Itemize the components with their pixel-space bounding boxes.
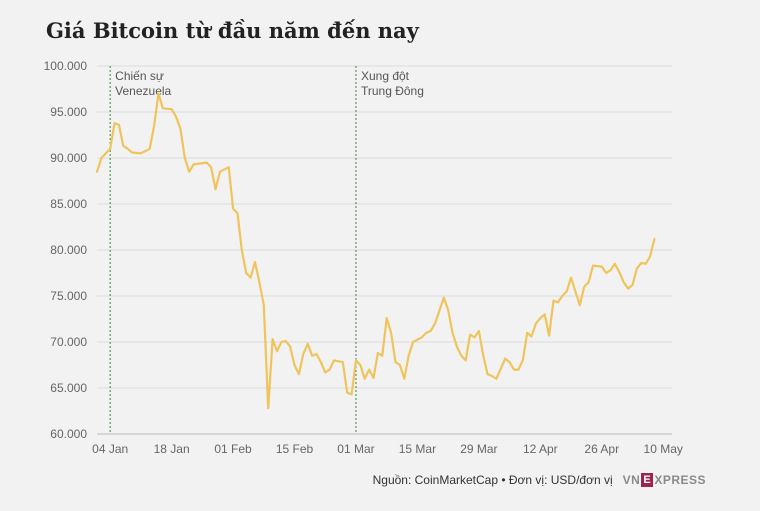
y-tick-label: 90.000 [50,151,87,165]
x-tick-label: 01 Feb [214,442,252,456]
x-tick-label: 15 Feb [276,442,314,456]
source-note: Nguồn: CoinMarketCap • Đơn vị: USD/đơn v… [372,473,613,487]
series-line [95,92,656,410]
grid-lines [97,65,672,435]
x-tick-label: 18 Jan [154,442,190,456]
vnexpress-logo: VN E XPRESS [623,473,706,487]
chart-title: Giá Bitcoin từ đầu năm đến nay [46,18,419,43]
y-tick-label: 60.000 [50,427,87,441]
y-tick-label: 80.000 [50,243,87,257]
x-tick-label: 01 Mar [337,442,374,456]
x-tick-label: 12 Apr [523,442,558,456]
annotation-label: Xung đột [361,69,410,83]
price-series [95,92,656,410]
y-tick-label: 100.000 [44,59,88,73]
y-tick-label: 65.000 [50,381,87,395]
y-tick-label: 70.000 [50,335,87,349]
x-tick-label: 15 Mar [399,442,436,456]
y-tick-label: 85.000 [50,197,87,211]
annotation-label: Venezuela [115,84,171,98]
x-tick-label: 04 Jan [92,442,128,456]
annotation-label: Chiến sự [115,69,164,83]
x-tick-label: 29 Mar [460,442,497,456]
x-tick-label: 26 Apr [584,442,619,456]
logo-suffix: XPRESS [654,473,706,487]
logo-prefix: VN [622,473,641,487]
x-tick-label: 10 May [644,442,683,456]
y-tick-label: 95.000 [50,105,87,119]
logo-e-box: E [641,473,654,487]
axes: 60.000 65.000 70.000 75.000 80.000 85.000 90.0… [44,59,683,456]
chart-footer: Nguồn: CoinMarketCap • Đơn vị: USD/đơn v… [373,473,706,487]
annotation-label: Trung Đông [361,84,424,98]
y-tick-label: 75.000 [50,289,87,303]
